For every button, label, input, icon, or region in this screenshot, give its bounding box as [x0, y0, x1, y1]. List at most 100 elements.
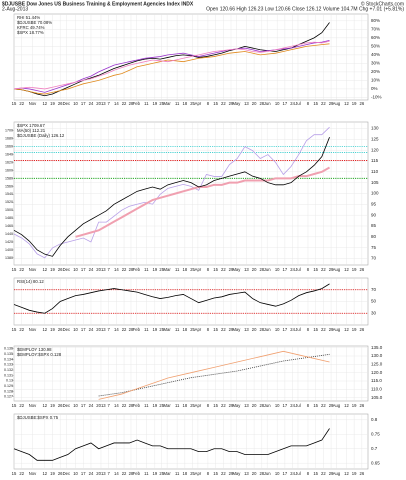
x-tick-label: 26: [360, 327, 365, 332]
x-tick-label: 11: [144, 267, 149, 272]
x-tick-label: 12: [42, 267, 47, 272]
y-tick-label: 0.8: [371, 417, 378, 422]
y2-tick-label: 1680: [5, 137, 13, 141]
y-tick-label: 110: [371, 169, 379, 174]
x-tick-label: 2013: [96, 267, 106, 272]
y2-tick-label: 0.136: [4, 347, 13, 351]
x-tick-label: 14: [114, 327, 119, 332]
x-tick-label: 15: [12, 267, 17, 272]
x-tick-label: 2013: [96, 471, 106, 476]
x-tick-label: 18: [183, 101, 188, 106]
x-tick-label: 19: [352, 327, 357, 332]
y-tick-label: 20%: [371, 69, 380, 74]
x-tick-label: 22: [221, 471, 226, 476]
x-tick-label: May: [232, 267, 241, 272]
y2-tick-label: 0.131: [4, 373, 13, 377]
legend-entry: $SPX 1709.67: [17, 123, 45, 128]
x-tick-label: 22: [122, 471, 127, 476]
x-tick-label: 22: [221, 267, 226, 272]
x-tick-label: 22: [19, 267, 24, 272]
x-tick-label: 24: [89, 471, 94, 476]
x-tick-label: 14: [114, 267, 119, 272]
series-line: [13, 283, 330, 314]
series-line: [13, 43, 330, 95]
x-tick-label: 8: [207, 267, 210, 272]
x-tick-label: 7: [107, 267, 110, 272]
y-tick-label: 0.75: [371, 431, 380, 436]
x-tick-label: Jul: [295, 101, 300, 106]
y2-tick-label: 0.135: [4, 352, 13, 356]
x-tick-label: 25: [159, 101, 164, 106]
y2-tick-label: 0.128: [4, 389, 13, 393]
x-tick-label: 15: [313, 403, 318, 408]
x-tick-label: May: [232, 403, 241, 408]
x-tick-label: 7: [107, 327, 110, 332]
x-tick-label: 15: [213, 327, 218, 332]
x-tick-label: 15: [313, 471, 318, 476]
series-line: [98, 350, 330, 400]
x-tick-label: 25: [190, 471, 195, 476]
x-tick-label: 11: [175, 403, 180, 408]
x-tick-label: May: [232, 101, 241, 106]
y-tick-label: 30: [371, 310, 377, 315]
x-tick-label: 18: [183, 267, 188, 272]
x-tick-label: 7: [107, 101, 110, 106]
series-line: [13, 40, 330, 90]
x-tick-label: Nov: [29, 403, 37, 408]
x-tick-label: 24: [89, 267, 94, 272]
x-tick-label: 19: [352, 267, 357, 272]
x-tick-label: 2013: [96, 403, 106, 408]
x-tick-label: Feb: [133, 403, 141, 408]
y2-tick-label: 0.129: [4, 384, 13, 388]
x-tick-label: 19: [50, 327, 55, 332]
x-tick-label: 24: [290, 403, 295, 408]
x-tick-label: 12: [344, 101, 349, 106]
x-tick-label: 13: [244, 403, 249, 408]
x-tick-label: Mar: [164, 327, 172, 332]
x-tick-label: Jul: [295, 471, 300, 476]
x-tick-label: 25: [190, 267, 195, 272]
x-tick-label: 8: [207, 327, 210, 332]
x-tick-label: 12: [344, 471, 349, 476]
y2-tick-label: 1400: [5, 248, 13, 252]
x-tick-label: 10: [275, 267, 280, 272]
x-tick-label: 15: [213, 403, 218, 408]
x-tick-label: 15: [213, 267, 218, 272]
x-tick-label: Apr: [195, 471, 202, 476]
x-tick-label: 12: [42, 327, 47, 332]
y2-tick-label: 0.134: [4, 357, 13, 361]
x-tick-label: 12: [42, 471, 47, 476]
credit: © StockCharts.com: [361, 0, 404, 7]
y2-tick-label: 1520: [5, 200, 13, 204]
x-tick-label: 13: [244, 327, 249, 332]
x-tick-label: Jun: [264, 327, 271, 332]
x-tick-label: 22: [221, 101, 226, 106]
x-tick-label: 26: [360, 471, 365, 476]
x-tick-label: 13: [244, 471, 249, 476]
x-tick-label: 29: [329, 403, 334, 408]
legend-entry: RSI(14) 80.12: [17, 279, 44, 284]
x-tick-label: 15: [313, 267, 318, 272]
date: 2-Aug-2013: [2, 6, 28, 12]
x-tick-label: Mar: [164, 403, 172, 408]
x-tick-label: 26: [58, 327, 63, 332]
legend-entry: RHI 51.44%: [17, 15, 40, 20]
x-tick-label: 19: [352, 101, 357, 106]
y-tick-label: 100: [371, 191, 379, 196]
series-line: [13, 126, 330, 259]
x-tick-label: Apr: [195, 403, 202, 408]
y-tick-label: 60%: [371, 35, 380, 40]
legend-entry: KFRC 49.74%: [17, 25, 45, 30]
x-tick-label: 22: [122, 327, 127, 332]
x-tick-label: 14: [114, 403, 119, 408]
x-tick-label: 22: [122, 101, 127, 106]
x-tick-label: Mar: [164, 471, 172, 476]
x-tick-label: 22: [321, 327, 326, 332]
x-tick-label: 7: [107, 471, 110, 476]
x-tick-label: 28: [259, 403, 264, 408]
x-tick-label: 15: [12, 403, 17, 408]
x-tick-label: 17: [81, 471, 86, 476]
x-tick-label: 10: [73, 267, 78, 272]
x-tick-label: 19: [152, 101, 157, 106]
